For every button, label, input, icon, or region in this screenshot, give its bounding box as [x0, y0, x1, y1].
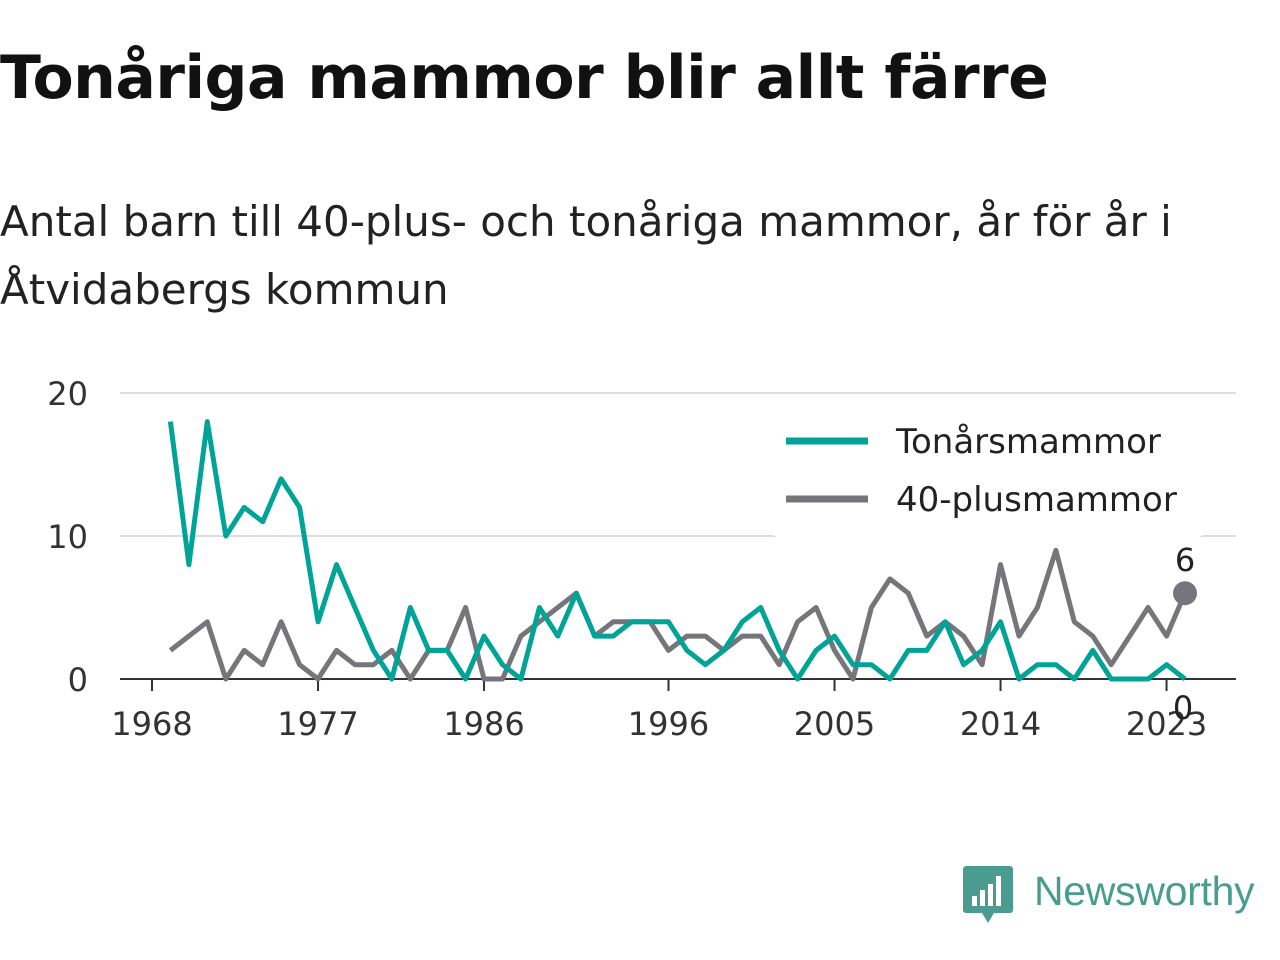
- legend-box: [770, 415, 1206, 537]
- x-tick-label: 1996: [628, 705, 709, 743]
- x-tick-label: 1977: [277, 705, 358, 743]
- legend-label: Tonårsmammor: [895, 422, 1161, 462]
- chart-title: Tonåriga mammor blir allt färre: [0, 43, 1049, 113]
- newsworthy-logo: Newsworthy: [962, 862, 1272, 932]
- chart-subtitle: Antal barn till 40-plus- och tonåriga ma…: [0, 197, 1172, 314]
- y-tick-label: 0: [68, 661, 88, 699]
- end-point-40-plusmammor: [1173, 581, 1197, 606]
- x-tick-label: 1986: [443, 705, 524, 743]
- end-label-tonarsmammor: 0: [1173, 689, 1193, 727]
- end-label-40-plusmammor: 6: [1175, 541, 1195, 579]
- series-line-tonarsmammor: [167, 419, 1187, 682]
- x-tick-label: 1968: [111, 705, 192, 743]
- newsworthy-logo-text: Newsworthy: [1034, 868, 1255, 914]
- newsworthy-logo-icon: [963, 866, 1013, 923]
- y-tick-label: 10: [47, 518, 88, 556]
- series-line-40-plusmammor: [168, 547, 1188, 682]
- x-tick-label: 2005: [794, 705, 875, 743]
- legend-label: 40-plusmammor: [896, 480, 1177, 520]
- y-tick-label: 20: [47, 375, 88, 413]
- x-tick-label: 2023: [1126, 705, 1207, 743]
- x-tick-label: 2014: [960, 705, 1041, 743]
- line-chart: 0 10 20 1968 1977 1986 1996 2005 2014 2023 Tonårs…: [47, 375, 1236, 743]
